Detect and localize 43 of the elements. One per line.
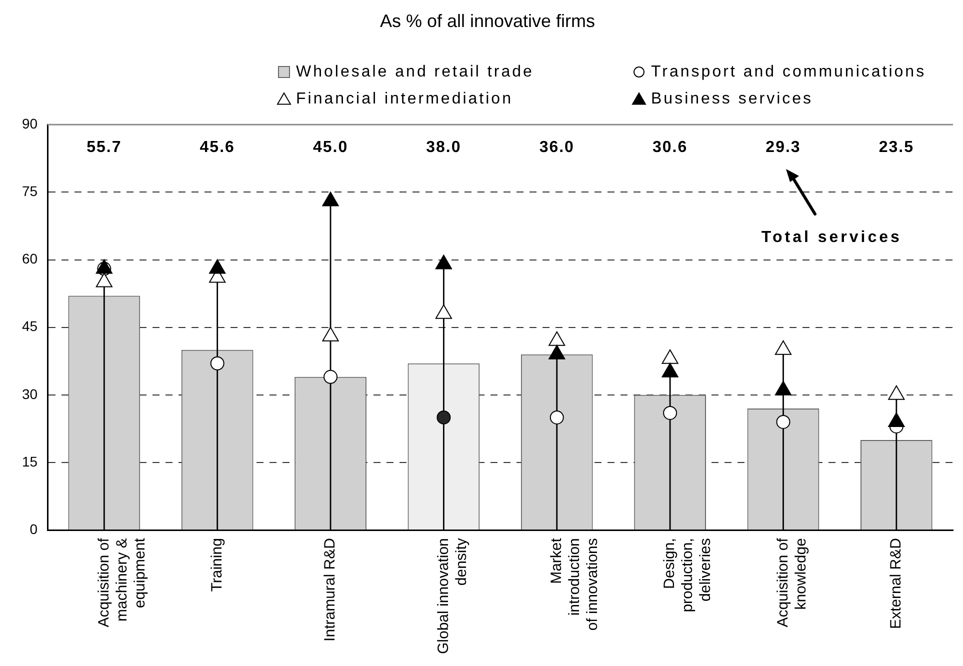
point [96,272,112,288]
y-tick-label: 75 [22,183,38,200]
y-tick-label: 45 [22,318,38,334]
annotation: 36.0 [539,139,574,156]
x-tick-label: Training [208,538,226,592]
y-tick-label: 0 [30,520,38,537]
point [322,192,339,206]
point [662,349,678,364]
annotation: 55.7 [86,139,122,156]
x-tick-label: Intramural R&D [322,538,339,642]
point [209,259,226,274]
y-tick-label: 90 [22,115,38,132]
x-tick-label: Acquisition of knowledge [774,537,810,628]
legend-label: Transport and communications [651,63,926,80]
point [888,412,905,427]
legend-label: Financial intermediation [296,90,513,108]
x-tick-label: Global innovation density [434,538,470,654]
legend-label: Wholesale and retail trade [296,63,534,80]
point [774,340,792,355]
point [322,326,339,342]
x-tick-label: Market introduction of innovations [548,537,602,631]
point [662,362,678,378]
annotation: 29.3 [766,139,801,156]
y-tick-label: 15 [22,453,38,470]
annotation: 30.6 [652,139,688,156]
point [548,344,566,360]
legend-label: Business services [651,90,814,108]
point [888,385,905,400]
annotation: 45.0 [312,139,348,156]
point [548,331,566,346]
point [435,304,452,319]
x-tick-label: Design, production, deliveries [661,538,714,612]
annotation: 38.0 [426,139,462,156]
x-tick-label: External R&D [888,538,905,629]
y-tick-label: 30 [22,386,38,402]
chart-title: As % of all innovative firms [380,10,596,31]
x-tick-label: Acquisition of machinery & equipment [95,537,148,628]
annotation: Total services [761,229,902,246]
annotation: 23.5 [878,139,914,156]
annotation: 45.6 [200,139,235,156]
point [774,380,792,396]
y-tick-label: 60 [22,250,38,267]
point [435,254,452,270]
